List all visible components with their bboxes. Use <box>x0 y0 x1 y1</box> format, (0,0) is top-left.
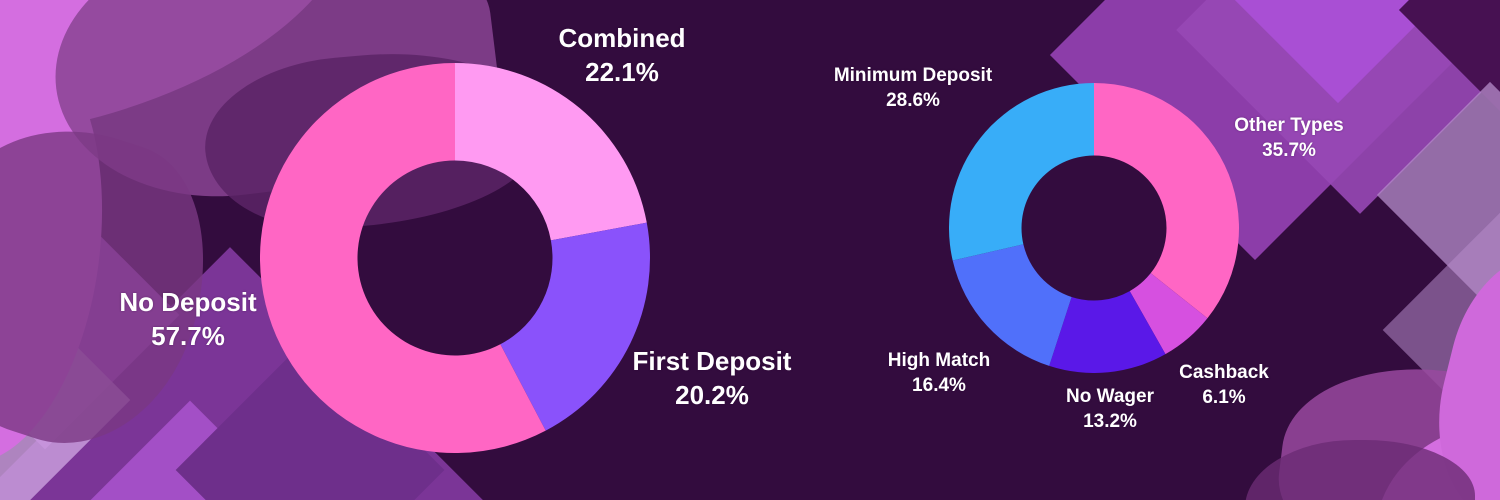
label-combined-pct: 22.1% <box>585 57 659 87</box>
slice-no-deposit <box>260 63 546 453</box>
label-no-wager: No Wager 13.2% <box>1066 384 1154 434</box>
label-other-types-name: Other Types <box>1234 114 1344 136</box>
slice-other-types <box>1094 83 1239 319</box>
label-high-match-name: High Match <box>887 349 991 371</box>
slice-no-wager <box>1049 291 1166 373</box>
slice-cashback <box>1129 273 1208 355</box>
label-other-types: Other Types 35.7% <box>1234 113 1343 163</box>
slice-minimum-deposit <box>949 83 1094 261</box>
label-no-wager-name: No Wager <box>1066 385 1154 407</box>
label-no-deposit-pct: 57.7% <box>151 321 225 351</box>
label-minimum-deposit: Minimum Deposit 28.6% <box>834 63 992 113</box>
label-cashback-name: Cashback <box>1179 361 1269 383</box>
slice-high-match <box>952 244 1072 366</box>
label-other-types-pct: 35.7% <box>1262 140 1316 161</box>
label-combined-name: Combined <box>558 23 686 54</box>
slice-first-deposit <box>500 222 650 431</box>
label-minimum-deposit-pct: 28.6% <box>886 90 940 111</box>
label-combined: Combined 22.1% <box>558 22 685 90</box>
slice-combined <box>455 63 647 241</box>
label-first-deposit: First Deposit 20.2% <box>633 345 792 413</box>
label-cashback: Cashback 6.1% <box>1179 360 1269 410</box>
label-minimum-deposit-name: Minimum Deposit <box>833 64 993 86</box>
label-first-deposit-pct: 20.2% <box>675 380 749 410</box>
label-no-deposit-name: No Deposit <box>119 287 257 318</box>
label-high-match-pct: 16.4% <box>912 375 966 396</box>
left-donut-chart <box>260 63 650 453</box>
label-first-deposit-name: First Deposit <box>632 346 792 377</box>
label-no-deposit: No Deposit 57.7% <box>119 286 256 354</box>
right-donut-chart <box>949 83 1239 373</box>
label-high-match: High Match 16.4% <box>888 348 990 398</box>
label-cashback-pct: 6.1% <box>1202 387 1246 408</box>
label-no-wager-pct: 13.2% <box>1083 411 1137 432</box>
